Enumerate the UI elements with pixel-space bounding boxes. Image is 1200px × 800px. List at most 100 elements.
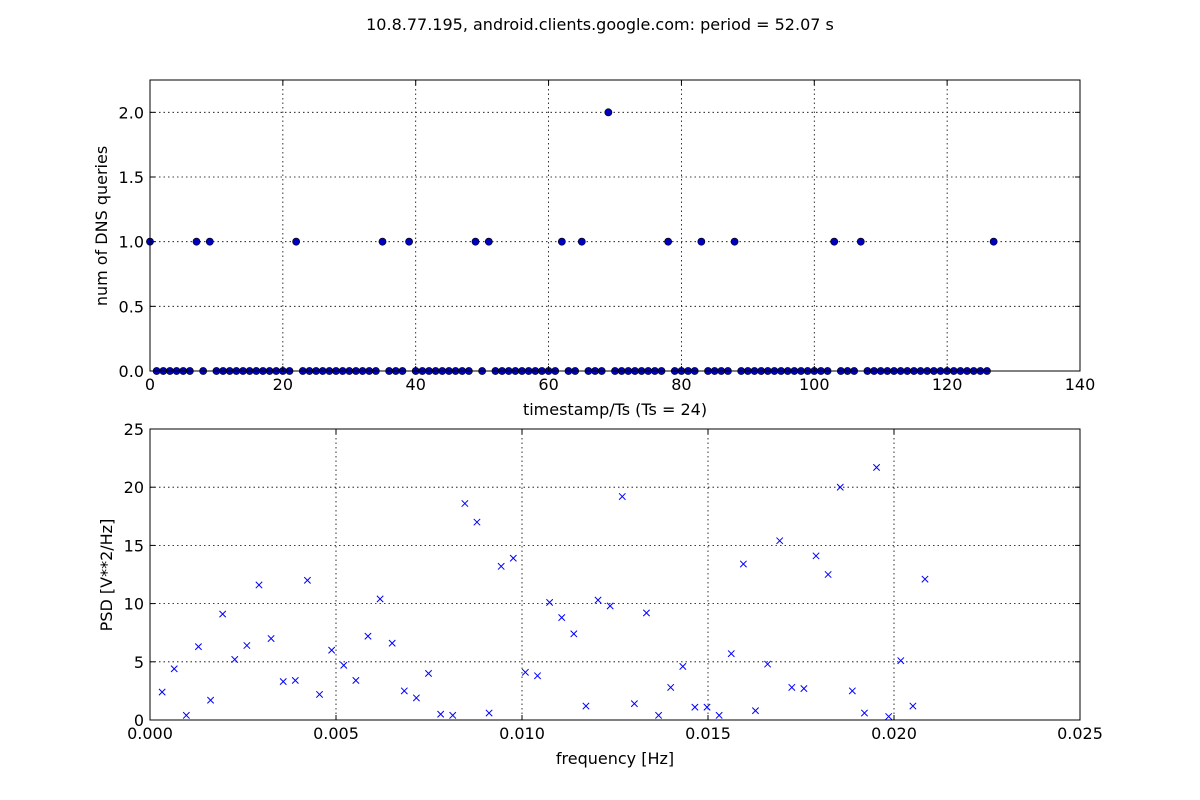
data-point — [205, 237, 214, 246]
top-axis-ticks: 0 20 40 60 80 100 120 140 0.0 0.5 1.0 1.5 2.0 — [119, 80, 1096, 394]
data-point — [727, 650, 735, 658]
data-point — [292, 237, 301, 246]
data-point — [642, 609, 651, 617]
bottom-y-tick-label: 10 — [124, 595, 144, 614]
data-point — [497, 562, 505, 570]
top-gridlines — [150, 80, 1080, 371]
data-point — [192, 237, 201, 246]
bottom-y-tick-label: 20 — [124, 478, 144, 497]
data-point — [378, 237, 387, 246]
data-point — [691, 703, 699, 711]
data-point — [776, 537, 784, 545]
top-series-points — [146, 108, 998, 375]
bottom-axis-ticks: 0.000 0.005 0.010 0.015 0.020 0.025 0 5 10 15 20 25 — [124, 420, 1103, 743]
data-point — [830, 237, 839, 246]
data-point — [207, 696, 215, 704]
bottom-x-tick-label: 0.005 — [313, 724, 359, 743]
top-x-tick-label: 20 — [273, 375, 293, 394]
data-point — [412, 694, 420, 702]
data-point — [570, 630, 578, 638]
data-point — [158, 688, 166, 696]
data-point — [509, 554, 517, 562]
top-y-tick-label: 0.0 — [119, 362, 144, 381]
bottom-x-tick-label: 0.020 — [871, 724, 917, 743]
data-point — [558, 614, 566, 622]
data-point — [400, 687, 408, 695]
data-point — [618, 492, 626, 501]
data-point — [577, 237, 586, 246]
data-point — [473, 518, 481, 526]
data-point — [485, 709, 493, 717]
data-point — [461, 499, 469, 508]
top-y-tick-label: 1.5 — [119, 168, 144, 187]
data-point — [328, 646, 336, 654]
top-x-tick-label: 120 — [932, 375, 963, 394]
data-point — [604, 108, 613, 117]
top-y-tick-label: 0.5 — [119, 297, 144, 316]
data-point — [679, 662, 687, 671]
data-point — [471, 237, 480, 246]
data-point — [751, 707, 760, 715]
top-x-tick-label: 140 — [1065, 375, 1096, 394]
top-x-tick-label: 0 — [145, 375, 155, 394]
psd-panel: 0.000 0.005 0.010 0.015 0.020 0.025 0 5 10 15 20 25… — [97, 420, 1103, 768]
bottom-y-tick-label: 5 — [134, 653, 144, 672]
bottom-y-axis-label: PSD [V**2/Hz] — [97, 519, 116, 632]
bottom-y-tick-label: 15 — [124, 536, 144, 555]
top-x-axis-label: timestamp/Ts (Ts = 24) — [523, 400, 707, 419]
data-point — [667, 683, 675, 691]
top-x-tick-label: 60 — [538, 375, 558, 394]
top-y-tick-label: 1.0 — [119, 233, 144, 252]
data-point — [909, 702, 917, 710]
data-point — [424, 669, 433, 677]
top-plot-frame — [149, 79, 1081, 372]
top-y-axis-label: num of DNS queries — [92, 146, 111, 306]
data-point — [664, 237, 673, 246]
data-point — [364, 632, 372, 640]
data-point — [594, 596, 602, 604]
bottom-plot-frame — [149, 428, 1081, 721]
data-point — [388, 639, 396, 647]
data-point — [655, 711, 663, 719]
top-x-tick-label: 100 — [799, 375, 830, 394]
data-point — [291, 676, 299, 684]
top-x-tick-label: 40 — [406, 375, 426, 394]
data-point — [848, 687, 856, 695]
bottom-x-axis-label: frequency [Hz] — [556, 749, 674, 768]
data-point — [546, 598, 554, 606]
data-point — [231, 655, 239, 664]
data-point — [255, 581, 263, 589]
data-point — [376, 595, 384, 603]
bottom-x-tick-label: 0.010 — [499, 724, 545, 743]
data-point — [860, 709, 869, 717]
data-point — [315, 690, 324, 698]
data-point — [885, 712, 893, 721]
bottom-x-tick-label: 0.015 — [685, 724, 731, 743]
data-point — [703, 703, 711, 711]
data-point — [405, 237, 413, 246]
data-point — [170, 665, 178, 673]
data-point — [800, 685, 808, 693]
data-point — [557, 237, 566, 246]
bottom-y-tick-label: 0 — [134, 711, 144, 730]
data-point — [824, 570, 832, 579]
data-point — [739, 560, 747, 568]
top-x-tick-label: 80 — [671, 375, 691, 394]
data-point — [219, 610, 227, 618]
data-point — [449, 711, 457, 719]
data-point — [437, 710, 445, 718]
bottom-gridlines — [150, 429, 1080, 720]
data-point — [630, 700, 638, 708]
data-point — [715, 711, 723, 719]
data-point — [340, 661, 348, 669]
data-point — [182, 711, 190, 719]
data-point — [836, 483, 844, 491]
bottom-series-points — [158, 463, 929, 721]
data-point — [606, 602, 614, 610]
data-point — [921, 575, 929, 583]
data-point — [697, 237, 706, 246]
data-point — [582, 702, 590, 710]
data-point — [243, 641, 251, 650]
data-point — [521, 668, 529, 676]
